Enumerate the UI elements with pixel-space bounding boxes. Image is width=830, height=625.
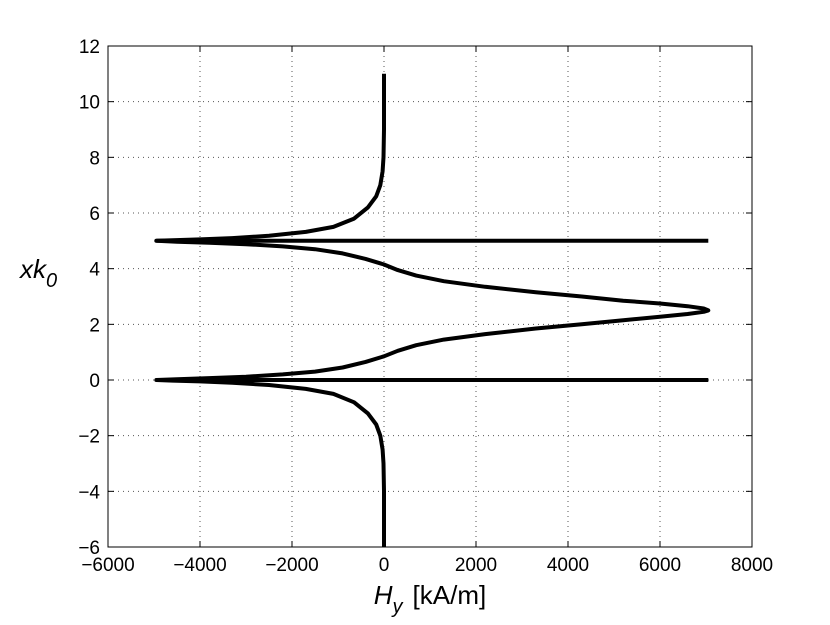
y-tick-label: −6 (78, 538, 100, 559)
y-tick-label: 2 (89, 315, 100, 336)
series-group (154, 73, 711, 547)
y-tick-label: 8 (89, 148, 100, 169)
x-tick-label: 2000 (455, 555, 497, 576)
y-tick-label: 10 (79, 93, 100, 114)
y-tick-label: 6 (89, 204, 100, 225)
x-tick-label: 6000 (639, 555, 681, 576)
y-axis-subscript: 0 (46, 270, 57, 292)
y-tick-label: 0 (89, 371, 100, 392)
tick-labels: −6000 −4000 −2000 0 2000 4000 6000 8000 −6 −4 −2 0 2… (78, 37, 773, 576)
x-axis-subscript: y (391, 596, 404, 618)
y-axis-symbol: xk (18, 254, 48, 284)
x-axis-label: Hy [kA/m] (374, 580, 486, 618)
y-tick-label: 4 (89, 260, 100, 281)
x-axis-symbol: H (374, 580, 393, 610)
x-tick-label: −4000 (173, 555, 226, 576)
x-tick-label: 8000 (731, 555, 773, 576)
x-tick-label: −2000 (265, 555, 318, 576)
axes-box (107, 45, 753, 548)
x-axis-unit: [kA/m] (413, 580, 487, 610)
plot-area (108, 46, 752, 547)
x-tick-label: 4000 (547, 555, 589, 576)
series-line-1 (154, 73, 711, 547)
y-tick-label: 12 (79, 37, 100, 58)
y-tick-label: −4 (78, 482, 100, 503)
y-axis-label: xk0 (18, 254, 57, 292)
x-tick-label: 0 (379, 555, 390, 576)
x-tick-label: −6000 (81, 555, 134, 576)
y-tick-label: −2 (78, 427, 100, 448)
